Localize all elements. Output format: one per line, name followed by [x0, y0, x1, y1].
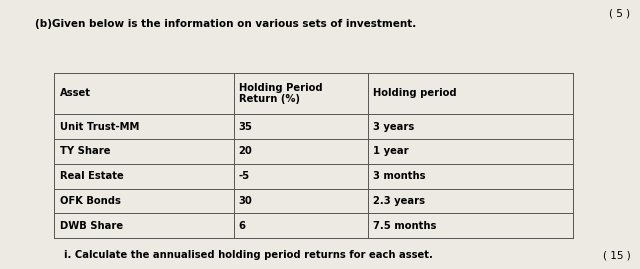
Text: Holding period: Holding period — [373, 89, 457, 98]
Text: (b)Given below is the information on various sets of investment.: (b)Given below is the information on var… — [35, 19, 417, 29]
Text: 7.5 months: 7.5 months — [373, 221, 436, 231]
Text: 20: 20 — [239, 146, 252, 157]
Text: Asset: Asset — [60, 89, 90, 98]
Text: 6: 6 — [239, 221, 246, 231]
Text: Unit Trust-MM: Unit Trust-MM — [60, 122, 139, 132]
Text: Real Estate: Real Estate — [60, 171, 124, 181]
Text: 3 months: 3 months — [373, 171, 426, 181]
Text: TY Share: TY Share — [60, 146, 110, 157]
Text: -5: -5 — [239, 171, 250, 181]
Text: i. Calculate the annualised holding period returns for each asset.: i. Calculate the annualised holding peri… — [64, 250, 433, 260]
Text: DWB Share: DWB Share — [60, 221, 123, 231]
Text: ( 5 ): ( 5 ) — [609, 8, 630, 18]
Text: OFK Bonds: OFK Bonds — [60, 196, 120, 206]
Text: ( 15 ): ( 15 ) — [603, 251, 630, 261]
Text: Holding Period
Return (%): Holding Period Return (%) — [239, 83, 323, 104]
Text: 1 year: 1 year — [373, 146, 409, 157]
Text: 3 years: 3 years — [373, 122, 414, 132]
Text: 30: 30 — [239, 196, 252, 206]
Text: 2.3 years: 2.3 years — [373, 196, 425, 206]
Text: 35: 35 — [239, 122, 253, 132]
